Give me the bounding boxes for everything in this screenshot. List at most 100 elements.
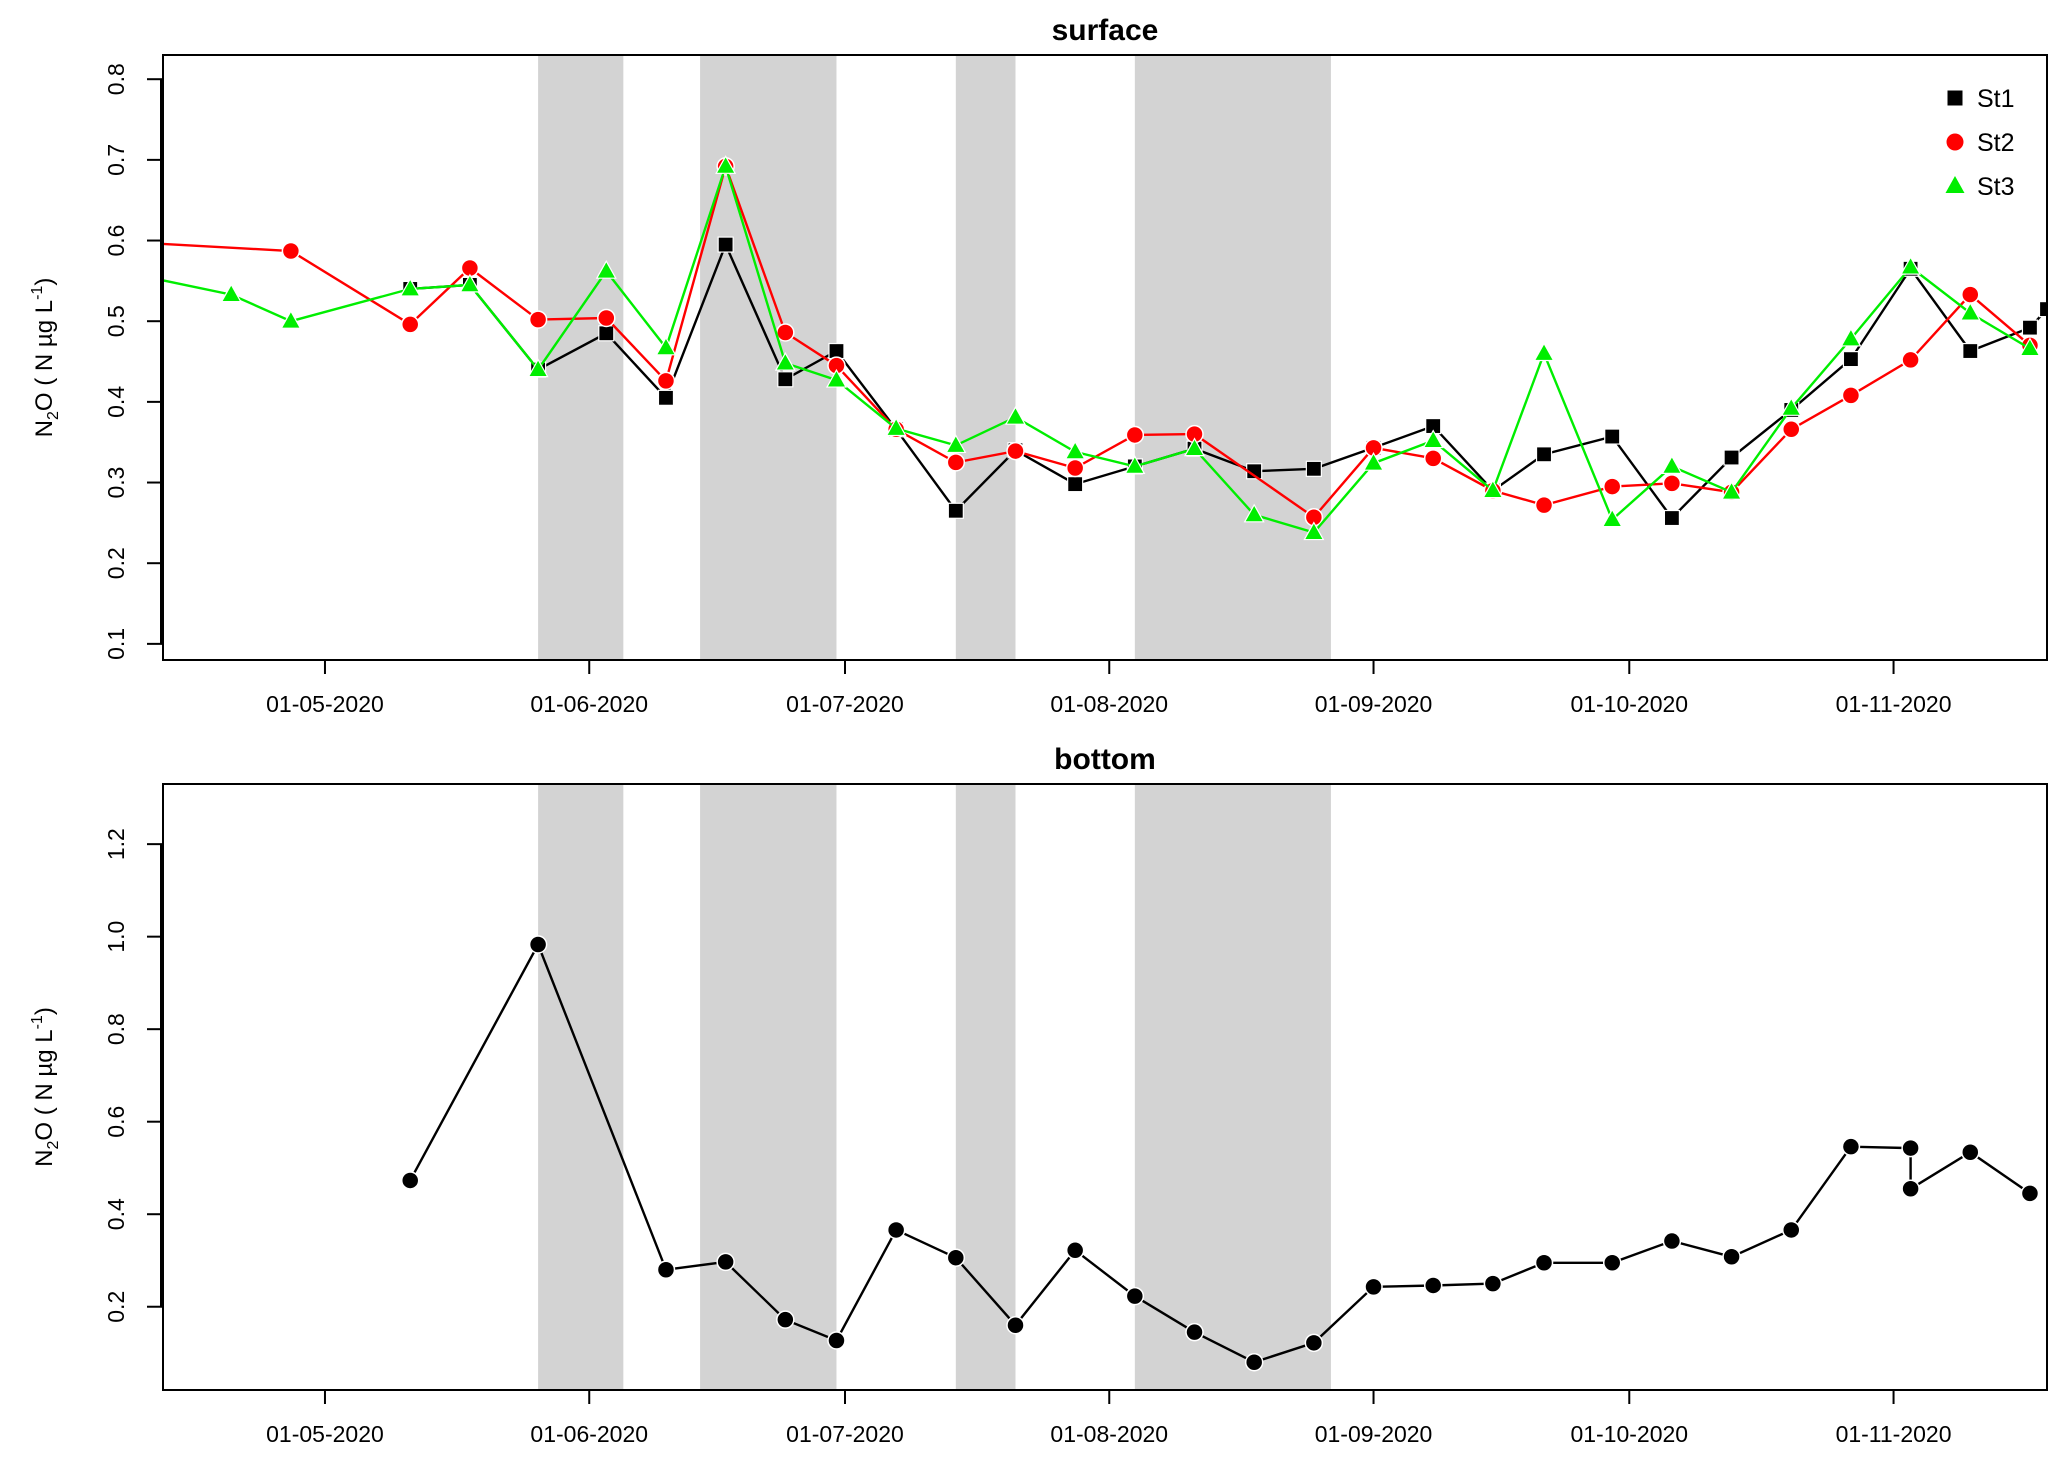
plot-frame: [162, 54, 2048, 661]
data-point: [1533, 342, 1555, 362]
data-point: [1303, 521, 1325, 541]
chart-title: surface: [1052, 14, 1159, 47]
data-point: [1782, 1220, 1801, 1240]
data-point: [1006, 1315, 1025, 1335]
data-point: [774, 351, 796, 371]
y-tick-label: 0.8: [103, 1013, 129, 1045]
data-point: [527, 358, 549, 378]
data-point: [777, 371, 794, 388]
data-point: [885, 417, 907, 437]
data-point: [2020, 1184, 2040, 1203]
data-point: [1125, 1286, 1145, 1306]
data-point: [1243, 503, 1265, 523]
legend-label: St2: [1977, 129, 2015, 157]
shaded-period-2: [955, 55, 1016, 660]
legend-label: St1: [1977, 85, 2015, 113]
x-tick-label: 01-09-2020: [1315, 691, 1433, 717]
data-point: [1482, 479, 1504, 499]
y-tick-label: 0.1: [103, 628, 129, 660]
x-tick-label: 01-08-2020: [1050, 691, 1168, 717]
shaded-period-0: [538, 784, 624, 1390]
series-st3: [136, 155, 2041, 541]
shaded-period-1: [700, 784, 837, 1390]
data-point: [400, 1171, 420, 1190]
x-tick-label: 01-07-2020: [786, 691, 904, 717]
chart-title: bottom: [1054, 743, 1156, 776]
x-tick-label: 01-10-2020: [1570, 691, 1688, 717]
data-point: [281, 241, 301, 261]
data-point: [1840, 327, 1862, 347]
legend-marker: [1946, 133, 1964, 151]
data-point: [1841, 386, 1861, 405]
data-point: [1185, 1322, 1204, 1342]
data-point: [1780, 397, 1802, 416]
shaded-period-3: [1134, 784, 1331, 1390]
data-point: [1841, 1137, 1861, 1156]
data-point: [1662, 1231, 1682, 1251]
y-tick-label: 0.5: [103, 305, 129, 337]
data-point: [776, 1310, 795, 1329]
data-point: [715, 155, 737, 174]
data-point: [1423, 449, 1443, 468]
data-point: [1961, 1142, 1980, 1162]
data-point: [1722, 1247, 1741, 1267]
data-point: [1723, 449, 1740, 466]
data-point: [657, 389, 675, 406]
x-tick-label: 01-09-2020: [1315, 1421, 1433, 1447]
y-tick-label: 0.2: [103, 547, 129, 579]
data-point: [656, 371, 676, 391]
shaded-period-1: [700, 55, 837, 660]
legend-marker: [1947, 90, 1963, 106]
data-point: [1305, 460, 1322, 477]
data-point: [399, 277, 421, 297]
data-point: [1661, 455, 1683, 474]
data-point: [528, 310, 548, 329]
data-point: [136, 267, 155, 284]
data-point: [598, 325, 615, 342]
legend: St1 St2 St3: [1945, 85, 2015, 201]
data-point: [655, 336, 677, 356]
data-point: [459, 273, 481, 293]
shaded-period-3: [1134, 55, 1331, 660]
data-point: [528, 935, 548, 954]
data-point: [2038, 301, 2047, 318]
shaded-period-0: [538, 55, 624, 660]
data-point: [1842, 351, 1860, 368]
data-point: [1067, 476, 1084, 493]
data-point: [827, 1331, 846, 1350]
data-point: [1422, 429, 1444, 449]
series-line: [163, 162, 2031, 519]
data-point: [280, 309, 302, 329]
data-point: [1900, 255, 1922, 275]
data-point: [1962, 342, 1979, 360]
y-axis-label: N2O ( N µg L-1): [29, 278, 62, 438]
data-point: [828, 342, 845, 360]
x-tick-label: 01-11-2020: [1836, 1421, 1952, 1447]
y-tick-label: 0.4: [103, 386, 129, 418]
data-point: [825, 368, 847, 388]
bottom-panel: bottom 01-05-2020 01-06-2020 01-07-2020 01-0…: [29, 743, 2048, 1447]
data-point: [1959, 301, 1981, 321]
data-point: [400, 315, 420, 334]
data-point: [1363, 451, 1385, 471]
data-point: [1064, 440, 1086, 460]
y-tick-label: 0.7: [103, 144, 129, 176]
data-point: [1534, 495, 1554, 515]
data-point: [1483, 1274, 1503, 1293]
data-point: [946, 453, 966, 472]
data-point: [1065, 458, 1085, 478]
data-point: [597, 308, 616, 328]
data-point: [1662, 474, 1682, 493]
data-point: [1721, 480, 1743, 500]
data-point: [776, 323, 795, 342]
legend-marker: [1945, 176, 1965, 193]
y-tick-label: 1.0: [103, 921, 129, 953]
data-point: [1423, 1276, 1443, 1295]
x-tick-label: 01-05-2020: [266, 1421, 384, 1447]
data-point: [946, 1248, 966, 1267]
data-point: [1602, 477, 1622, 496]
y-tick-label: 0.4: [103, 1198, 129, 1230]
data-point: [1901, 350, 1920, 370]
data-point: [1601, 508, 1623, 528]
